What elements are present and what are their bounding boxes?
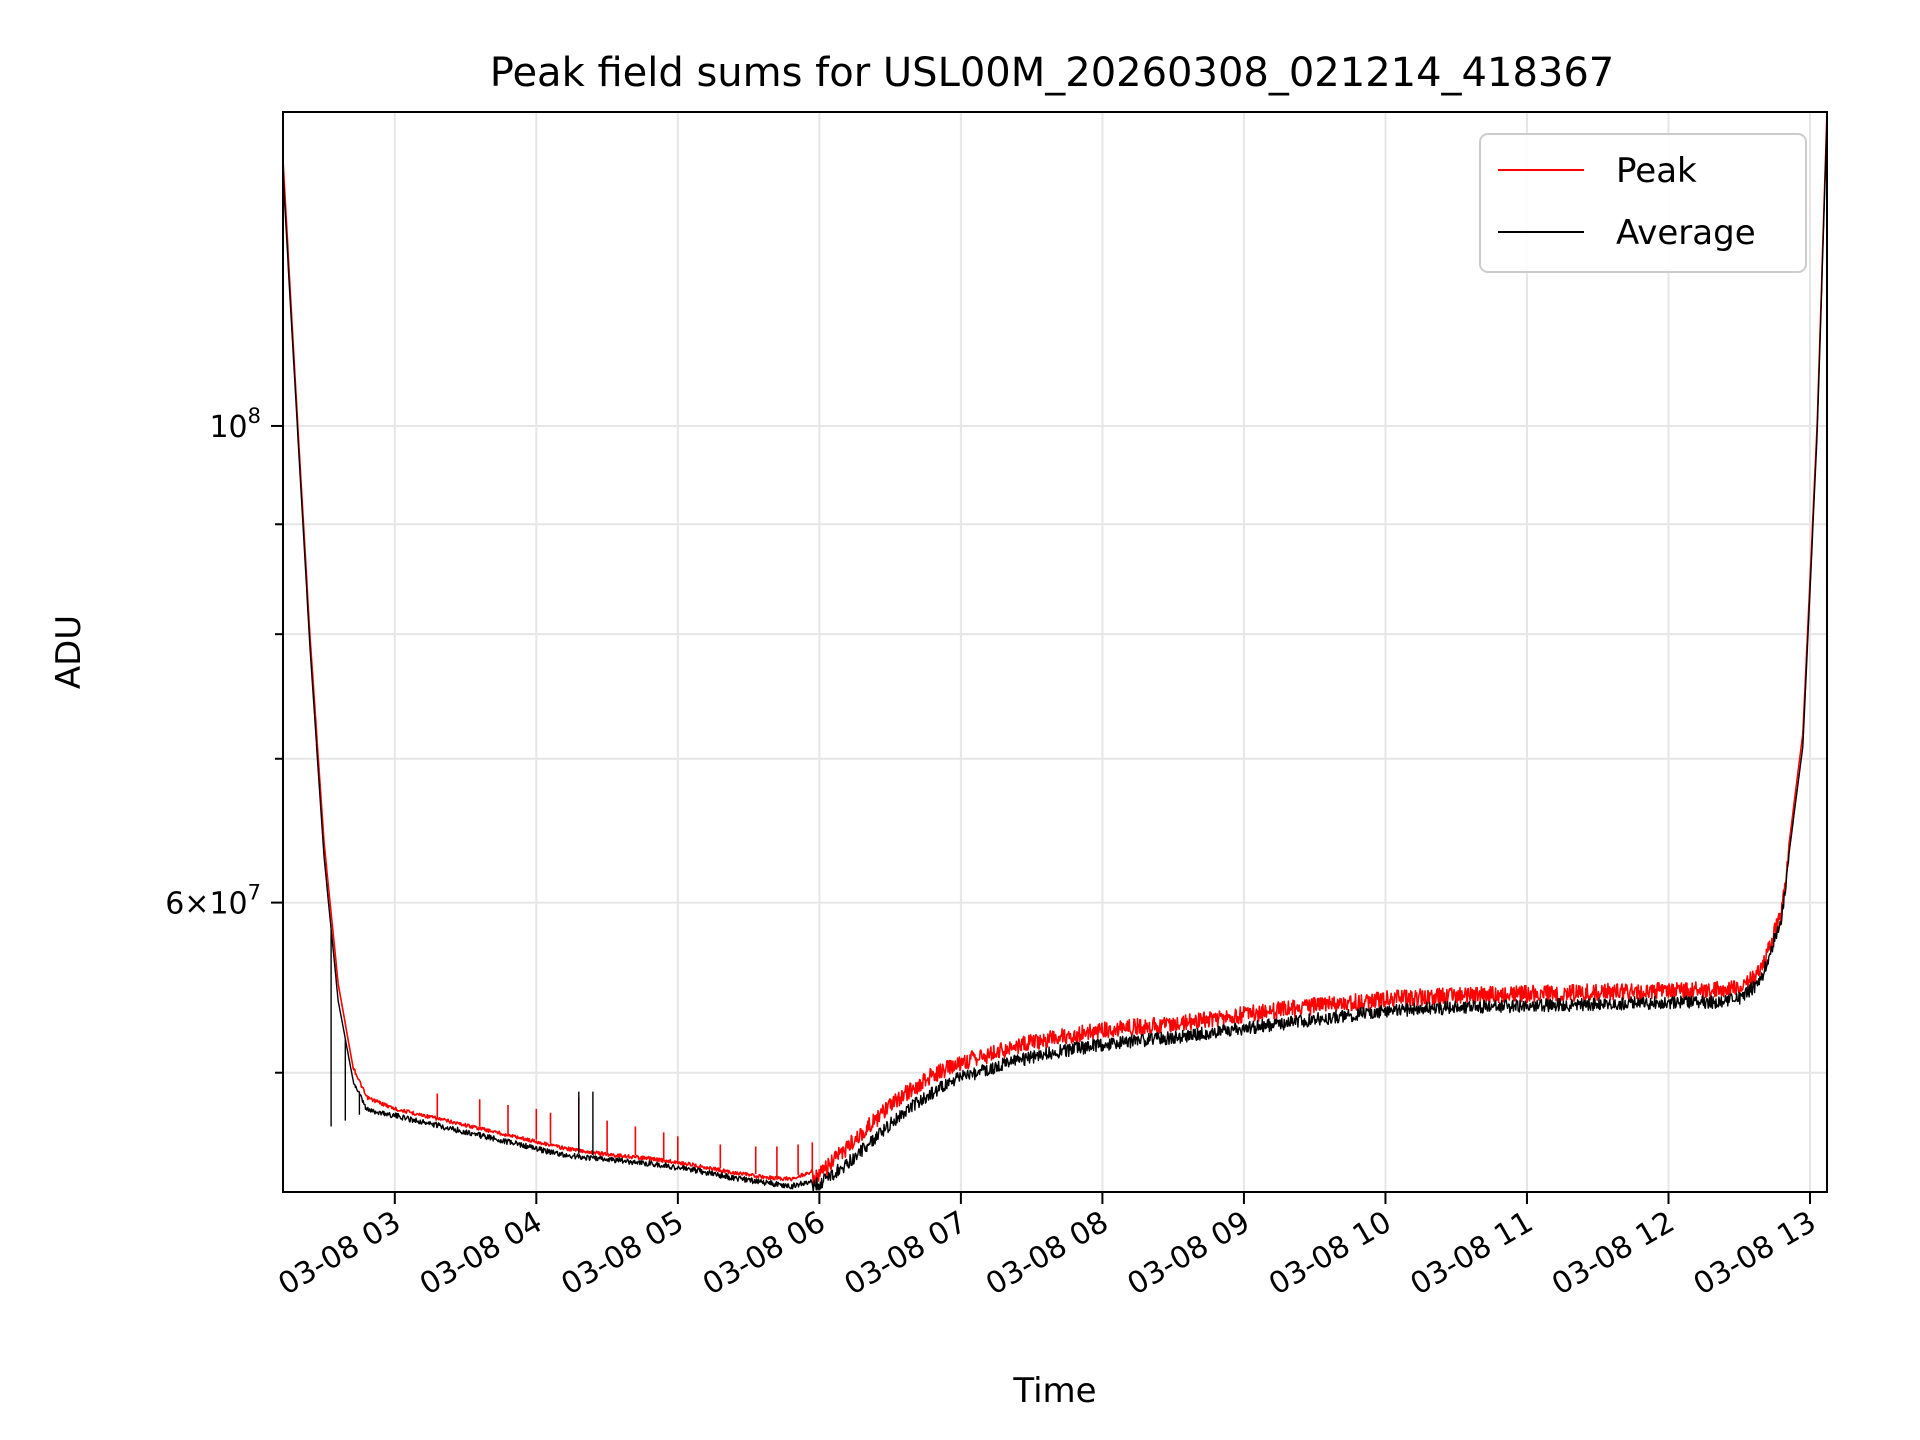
y-axis-title: ADU <box>49 615 89 689</box>
x-axis-title: Time <box>1012 1371 1096 1411</box>
series-line-average <box>283 118 1827 1192</box>
y-tick-label: 6×107 <box>165 881 261 922</box>
y-tick-label-base: 6×10 <box>165 887 247 922</box>
series-line-peak <box>283 112 1827 1186</box>
series-layer <box>283 112 1827 1192</box>
y-tick-label-base: 10 <box>209 410 247 445</box>
y-axis: 6×107 108 <box>165 404 283 1074</box>
chart-title: Peak field sums for USL00M_20260308_0212… <box>490 50 1615 96</box>
legend-box <box>1479 133 1807 273</box>
y-tick-label-exponent: 7 <box>248 881 261 905</box>
legend-label-peak: Peak <box>1616 151 1697 191</box>
plot-frame <box>282 111 1828 1193</box>
grid <box>283 112 1827 1192</box>
legend-label-average: Average <box>1616 213 1756 253</box>
y-tick-label-exponent: 8 <box>248 404 261 428</box>
legend: Peak Average <box>1479 133 1807 273</box>
y-tick-label: 108 <box>209 404 261 445</box>
